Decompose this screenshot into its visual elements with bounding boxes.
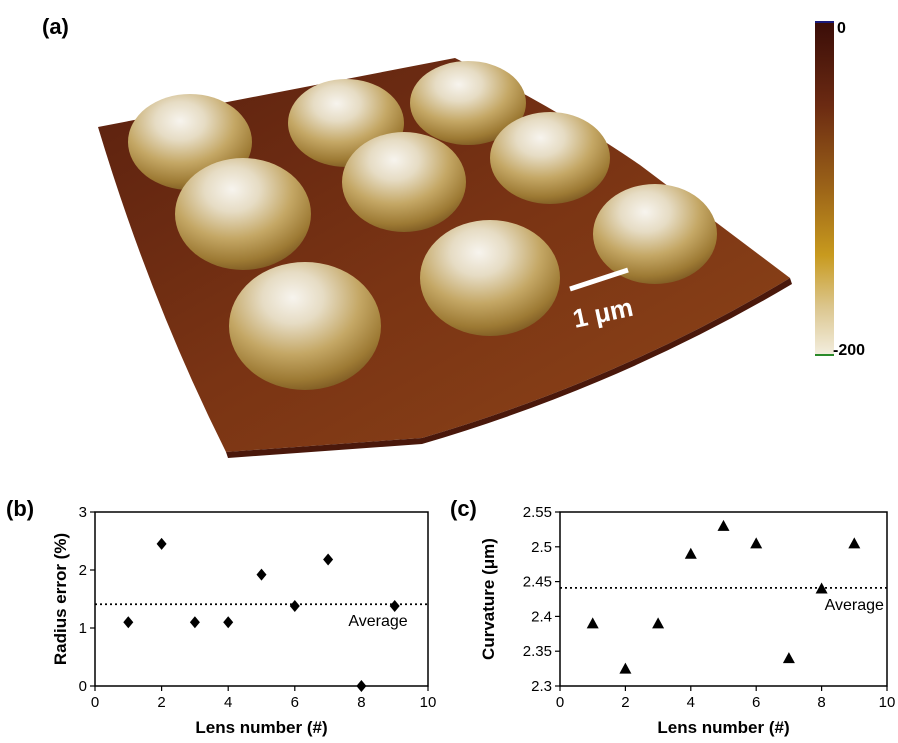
y-tick-label: 3 — [79, 504, 87, 521]
x-tick-label: 6 — [752, 694, 760, 711]
x-tick-label: 8 — [357, 694, 365, 711]
x-tick-label: 10 — [879, 694, 896, 711]
x-tick-label: 0 — [91, 694, 99, 711]
data-point — [289, 599, 300, 612]
x-tick-label: 6 — [291, 694, 299, 711]
data-point — [389, 599, 400, 612]
data-point — [123, 616, 134, 629]
chart-b: 0 2 4 6 8 10 0 1 2 3 Average Lens number (#) Radius … — [51, 504, 437, 737]
lens-dome-1 — [410, 61, 526, 145]
scale-bar — [569, 267, 629, 292]
y-axis-title: Curvature (μm) — [479, 538, 498, 660]
plot-frame — [559, 511, 888, 687]
data-point — [717, 519, 730, 531]
colorbar-max-label: 0 — [837, 20, 846, 37]
x-tick-label: 4 — [224, 694, 232, 711]
y-tick-label: 2.5 — [531, 539, 552, 556]
data-point — [652, 617, 665, 629]
data-point — [815, 582, 828, 594]
average-label: Average — [348, 613, 407, 630]
colorbar — [815, 22, 834, 355]
panel-c-label: (c) — [450, 496, 477, 521]
data-point — [156, 537, 167, 550]
y-tick-label: 2.3 — [531, 678, 552, 695]
panel-a-label: (a) — [42, 14, 69, 39]
lens-dome-7 — [593, 184, 717, 284]
lens-dome-9 — [229, 262, 381, 390]
y-tick-label: 2.45 — [523, 574, 552, 591]
data-point — [782, 652, 795, 664]
colorbar-min-label: -200 — [833, 342, 865, 359]
data-point — [189, 616, 200, 629]
data-point — [356, 680, 367, 692]
lens-dome-4 — [490, 112, 610, 204]
y-tick-label: 2.35 — [523, 643, 552, 660]
y-tick-label: 1 — [79, 620, 87, 637]
plot-frame — [94, 511, 429, 687]
data-point — [223, 616, 234, 629]
chart-c: 0 2 4 6 8 10 2.3 2.35 2.4 2.45 2.5 2.55 Average Lens … — [479, 504, 896, 737]
x-tick-label: 10 — [420, 694, 437, 711]
x-tick-label: 2 — [621, 694, 629, 711]
y-axis-title: Radius error (%) — [51, 533, 70, 665]
x-axis-title: Lens number (#) — [195, 718, 327, 737]
lens-dome-5 — [342, 132, 466, 232]
data-point — [586, 617, 599, 629]
x-tick-label: 2 — [157, 694, 165, 711]
y-tick-label: 2.55 — [523, 504, 552, 521]
x-tick-label: 8 — [817, 694, 825, 711]
data-point — [750, 537, 763, 549]
lens-dome-8 — [420, 220, 560, 336]
y-tick-label: 0 — [79, 678, 87, 695]
x-tick-label: 4 — [687, 694, 695, 711]
x-tick-label: 0 — [556, 694, 564, 711]
data-point — [619, 662, 632, 674]
data-point — [323, 553, 334, 566]
afm-panel: (a) — [42, 14, 865, 458]
data-point — [848, 537, 861, 549]
lens-dome-6 — [175, 158, 311, 270]
afm-3d-image: 1 μm 0 -200 — [98, 20, 865, 458]
x-axis-title: Lens number (#) — [657, 718, 789, 737]
y-tick-label: 2 — [79, 562, 87, 579]
panel-b-label: (b) — [6, 496, 35, 521]
data-point — [256, 568, 267, 581]
data-point — [684, 547, 697, 559]
average-label: Average — [825, 597, 884, 614]
y-tick-label: 2.4 — [531, 608, 552, 625]
